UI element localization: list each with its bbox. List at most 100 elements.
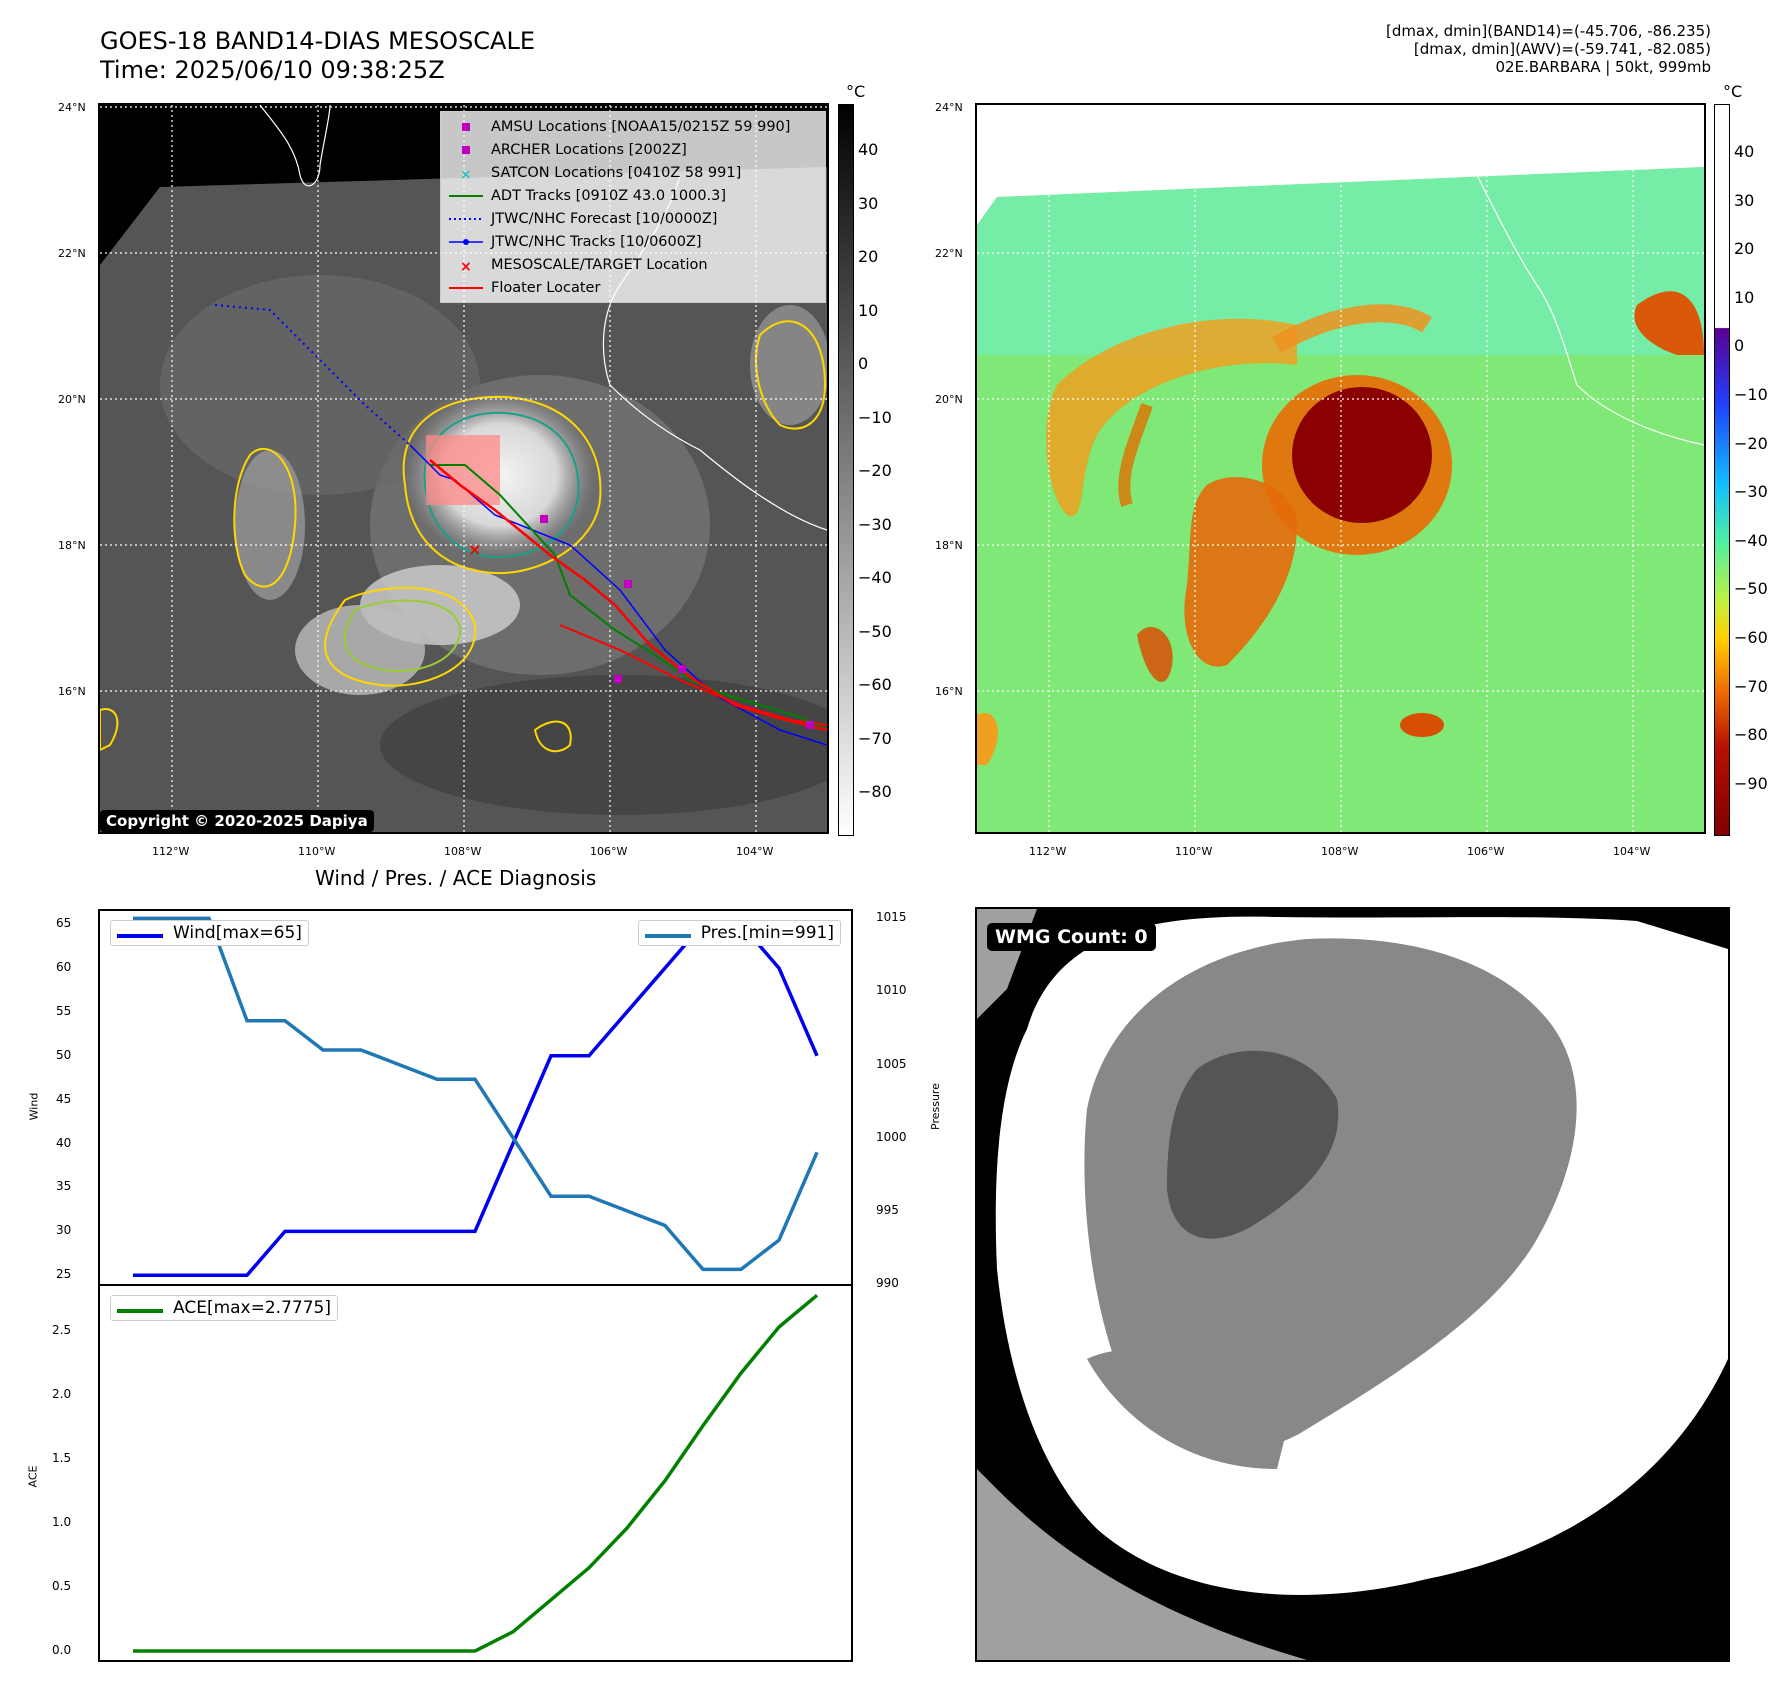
colorbar-tick: −80: [1734, 725, 1768, 745]
wmg-count-badge: WMG Count: 0: [987, 923, 1156, 951]
x-marker-icon: ×: [460, 259, 472, 275]
colorbar-tick: −70: [858, 728, 892, 748]
pressure-axis-label: Pressure: [928, 1083, 942, 1130]
wind-tick: 55: [56, 1003, 72, 1018]
awv-map-panel: [975, 103, 1706, 834]
lon-label: 112°W: [1029, 845, 1067, 858]
ace-panel: ACE[max=2.7775]: [98, 1284, 853, 1662]
colorbar-tick: −20: [858, 461, 892, 480]
lon-label: 106°W: [1467, 845, 1505, 858]
legend-satcon: × SATCON Locations [0410Z 58 991]: [441, 162, 825, 184]
line-dot-icon: [449, 239, 483, 245]
stats-band14: [dmax, dmin](BAND14)=(-45.706, -86.235): [1386, 22, 1711, 40]
legend-forecast: JTWC/NHC Forecast [10/0000Z]: [441, 208, 825, 230]
colorbar-tick: 20: [1734, 239, 1755, 259]
ace-tick: 2.5: [52, 1322, 72, 1337]
wind-tick: 50: [56, 1047, 72, 1062]
legend-target: × MESOSCALE/TARGET Location: [441, 254, 825, 276]
colorbar-tick: 30: [1734, 190, 1755, 210]
lat-label: 24°N: [935, 101, 963, 114]
lon-label: 106°W: [590, 845, 628, 858]
lon-label: 104°W: [1613, 845, 1651, 858]
colorbar-tick: −60: [1734, 628, 1768, 647]
pressure-tick: 1010: [876, 983, 907, 998]
lat-label: 20°N: [58, 393, 86, 406]
storm-info: 02E.BARBARA | 50kt, 999mb: [1495, 58, 1711, 76]
ace-tick: 2.0: [52, 1386, 72, 1401]
svg-text:×: ×: [468, 540, 481, 559]
wind-pres-chart: [133, 916, 819, 1277]
wmg-panel: [975, 907, 1730, 1662]
colorbar-tick: 40: [858, 140, 879, 159]
colorbar-tick: 10: [1734, 287, 1755, 307]
colorbar-tick: 30: [858, 193, 879, 213]
colorbar-tick: −90: [1734, 773, 1768, 793]
colorbar-tick: −10: [1734, 385, 1768, 404]
square-marker-icon: [462, 146, 470, 154]
ace-swatch: [117, 1309, 163, 1313]
colorbar-tick: −30: [1734, 482, 1768, 502]
wind-tick: 65: [56, 916, 72, 931]
colorbar-tick: 0: [858, 354, 869, 373]
svg-text:×: ×: [460, 259, 472, 275]
pressure-tick: 995: [876, 1202, 899, 1217]
lat-label: 24°N: [58, 101, 86, 114]
lat-label: 16°N: [58, 685, 86, 698]
square-marker-icon: [462, 123, 470, 131]
pressure-tick: 990: [876, 1276, 899, 1290]
lat-label: 22°N: [58, 247, 86, 260]
wind-series-line: [133, 922, 819, 1277]
ace-series-line: [133, 1293, 819, 1653]
colorbar-tick: −70: [1734, 676, 1768, 696]
wind-tick: 25: [56, 1267, 72, 1282]
colorbar-tick: −80: [858, 782, 892, 801]
wind-tick: 40: [56, 1135, 72, 1150]
lat-label: 16°N: [935, 685, 963, 698]
pressure-tick: 1005: [876, 1056, 907, 1071]
wind-tick: 35: [56, 1179, 72, 1194]
colorbar-tick: −50: [858, 621, 892, 641]
lon-label: 110°W: [1175, 845, 1213, 858]
colorbar-tick: −40: [1734, 530, 1768, 550]
wmg-image: [977, 909, 1728, 1660]
wind-swatch: [117, 934, 163, 938]
wind-legend: Wind[max=65]: [110, 920, 309, 946]
x-marker-icon: ×: [460, 167, 472, 183]
pressure-tick: 1015: [876, 910, 907, 925]
diag-title: Wind / Pres. / ACE Diagnosis: [315, 866, 597, 890]
ace-tick: 0.0: [52, 1643, 72, 1658]
colorbar-tick: −20: [1734, 433, 1768, 453]
lat-label: 22°N: [935, 247, 963, 260]
lon-label: 104°W: [736, 845, 774, 858]
figure-time: Time: 2025/06/10 09:38:25Z: [100, 56, 445, 84]
ace-axis-label: ACE: [26, 1465, 40, 1488]
ir-colorbar: [838, 104, 854, 836]
legend-amsu: AMSU Locations [NOAA15/0215Z 59 990]: [441, 116, 825, 138]
pressure-tick: 1000: [876, 1129, 907, 1144]
colorbar-tick: 40: [1734, 142, 1755, 161]
ir-map-panel: × Copyright © 2020-2025 Dapiya AMSU Loca…: [98, 103, 829, 834]
lon-label: 112°W: [152, 845, 190, 858]
colorbar-tick: −30: [858, 514, 892, 534]
ace-tick: 0.5: [52, 1578, 72, 1593]
colorbar-tick: 10: [858, 300, 879, 320]
target-box: [426, 435, 500, 505]
colorbar-tick: 0: [1734, 336, 1745, 356]
lon-label: 110°W: [298, 845, 336, 858]
colorbar-tick: 20: [858, 247, 879, 266]
wind-axis-label: Wind: [27, 1092, 41, 1121]
lon-label: 108°W: [1321, 845, 1359, 858]
ace-tick: 1.5: [52, 1450, 72, 1465]
copyright-label: Copyright © 2020-2025 Dapiya: [100, 810, 374, 832]
wind-tick: 60: [56, 960, 72, 975]
pressure-series-line: [133, 916, 819, 1272]
line-marker-icon: [449, 287, 483, 289]
figure-title: GOES-18 BAND14-DIAS MESOSCALE: [100, 27, 536, 55]
wind-tick: 45: [56, 1091, 72, 1106]
pres-swatch: [644, 934, 691, 938]
lon-label: 108°W: [444, 845, 482, 858]
legend-tracks: JTWC/NHC Tracks [10/0600Z]: [441, 231, 825, 253]
line-marker-icon: [449, 195, 483, 197]
legend-floater: Floater Locater: [441, 277, 825, 299]
wind-pres-panel: Wind[max=65] Pres.[min=991]: [98, 909, 853, 1286]
